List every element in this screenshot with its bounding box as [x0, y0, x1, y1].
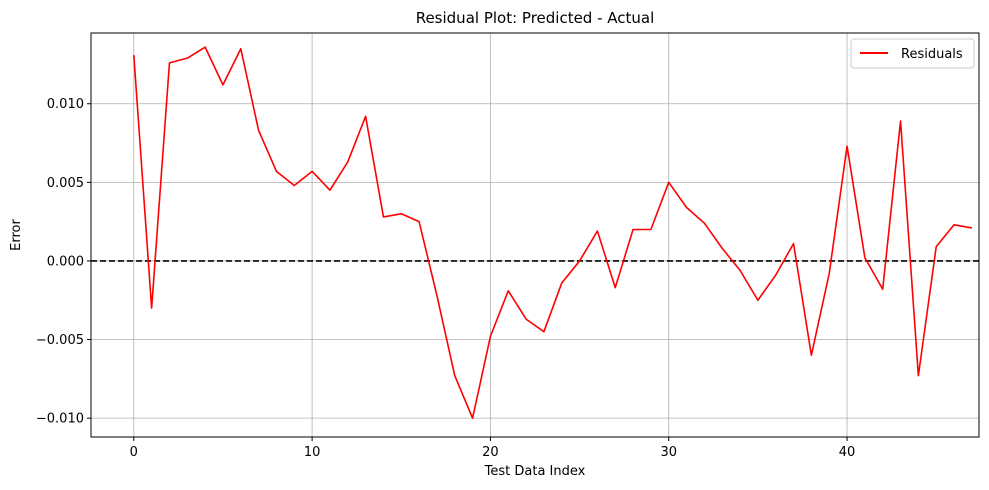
x-axis-ticks: 0 10 20 30 40: [130, 437, 856, 460]
legend-label-residuals: Residuals: [901, 47, 963, 62]
chart-title: Residual Plot: Predicted - Actual: [416, 9, 655, 27]
plot-frame: [90, 32, 980, 438]
grid-lines: [91, 33, 979, 437]
x-tick-label: 40: [839, 445, 856, 460]
legend-box: [850, 38, 975, 69]
series-line-residuals: [133, 46, 973, 419]
legend: Residuals: [850, 38, 975, 69]
y-tick-label: −0.005: [36, 333, 84, 348]
y-tick-label: 0.010: [47, 97, 84, 112]
x-tick-label: 20: [482, 445, 499, 460]
x-axis-label: Test Data Index: [484, 464, 586, 479]
x-tick-label: 0: [130, 445, 138, 460]
y-tick-label: 0.005: [47, 176, 84, 191]
y-axis-ticks: −0.010 −0.005 0.000 0.005 0.010: [36, 97, 91, 427]
x-tick-label: 10: [304, 445, 321, 460]
x-tick-label: 30: [660, 445, 677, 460]
y-tick-label: 0.000: [47, 254, 84, 269]
series-layer: [133, 46, 973, 419]
y-tick-label: −0.010: [36, 412, 84, 427]
y-axis-label: Error: [9, 219, 24, 251]
